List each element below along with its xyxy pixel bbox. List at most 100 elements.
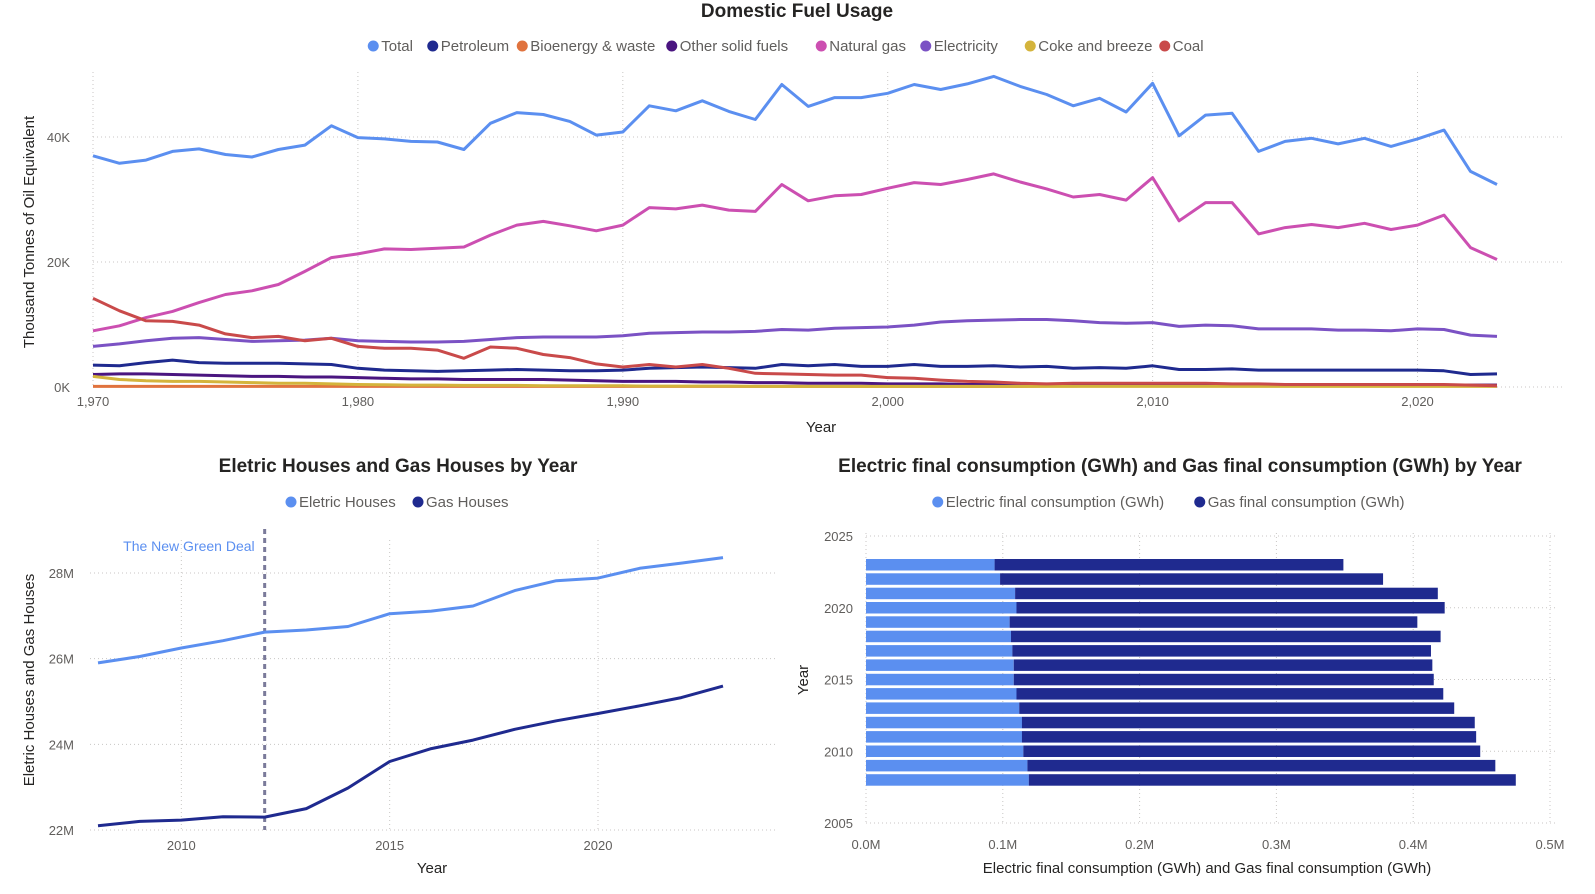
legend-label-electricity: Electricity xyxy=(934,38,999,55)
legend-label-coal: Coal xyxy=(1173,38,1204,55)
bar-electric-final-consumption-gwh-2013 xyxy=(866,702,1020,714)
bar-gas-final-consumption-gwh-2015 xyxy=(1013,673,1434,686)
chart-legend: Eletric Houses Gas Houses xyxy=(285,494,509,511)
legend-label-other-solid-fuels: Other solid fuels xyxy=(680,38,788,55)
bar-gas-final-consumption-gwh-2023 xyxy=(994,559,1344,571)
y-tick-label: 2025 xyxy=(824,529,853,544)
y-tick-label: 2005 xyxy=(824,816,853,831)
series-line-gas-houses xyxy=(97,684,724,828)
x-tick-label: 0.2M xyxy=(1125,837,1154,852)
y-tick-label: 20K xyxy=(47,255,70,270)
legend-marker-coke-and-breeze xyxy=(1024,40,1036,52)
bar-electric-final-consumption-gwh-2018 xyxy=(866,630,1011,643)
legend-label-total: Total xyxy=(381,38,413,55)
y-axis-title: Eletric Houses and Gas Houses xyxy=(21,574,38,787)
chart-legend: Electric final consumption (GWh) Gas fina… xyxy=(932,494,1405,511)
series-line-coal xyxy=(92,296,1498,388)
legend-marker-electric-final-consumption-gwh xyxy=(932,496,944,508)
legend-label-natural-gas: Natural gas xyxy=(829,38,906,55)
x-axis-title: Year xyxy=(417,860,447,877)
bar-gas-final-consumption-gwh-2010 xyxy=(1023,745,1481,757)
y-tick-label: 22M xyxy=(49,823,74,838)
x-tick-label: 1,990 xyxy=(607,394,640,409)
series-line-natural-gas xyxy=(92,172,1498,333)
chart-title: Electric final consumption (GWh) and Gas… xyxy=(838,456,1522,477)
legend-marker-other-solid-fuels xyxy=(666,40,678,52)
series-line-eletric-houses xyxy=(97,556,724,665)
y-axis-title: Thousand Tonnes of Oil Equivalent xyxy=(21,115,38,348)
bar-electric-final-consumption-gwh-2019 xyxy=(866,616,1010,628)
bar-electric-final-consumption-gwh-2010 xyxy=(866,745,1024,757)
legend-label-coke-and-breeze: Coke and breeze xyxy=(1038,38,1152,55)
x-tick-label: 2,000 xyxy=(871,394,904,409)
houses-chart: Eletric Houses and Gas Houses by Year El… xyxy=(21,456,778,877)
x-tick-label: 2,010 xyxy=(1136,394,1169,409)
bar-electric-final-consumption-gwh-2020 xyxy=(866,602,1017,614)
legend-marker-electricity xyxy=(920,40,932,52)
series-line-electricity xyxy=(92,318,1498,348)
bar-electric-final-consumption-gwh-2016 xyxy=(866,659,1014,671)
consumption-chart: Electric final consumption (GWh) and Gas… xyxy=(795,456,1565,877)
series-line-petroleum xyxy=(92,358,1498,376)
bar-electric-final-consumption-gwh-2017 xyxy=(866,645,1013,657)
bar-electric-final-consumption-gwh-2021 xyxy=(866,587,1016,600)
legend-label-electric-final-consumption-gwh: Electric final consumption (GWh) xyxy=(946,494,1164,511)
chart-title: Domestic Fuel Usage xyxy=(701,1,893,22)
bar-electric-final-consumption-gwh-2015 xyxy=(866,673,1014,686)
bar-electric-final-consumption-gwh-2008 xyxy=(866,774,1029,786)
bar-gas-final-consumption-gwh-2011 xyxy=(1021,731,1477,743)
bar-electric-final-consumption-gwh-2023 xyxy=(866,559,995,571)
bar-gas-final-consumption-gwh-2008 xyxy=(1028,774,1516,786)
legend-label-petroleum: Petroleum xyxy=(441,38,509,55)
legend-label-gas-houses: Gas Houses xyxy=(426,494,509,511)
bar-gas-final-consumption-gwh-2017 xyxy=(1012,645,1431,657)
legend-label-bioenergy-waste: Bioenergy & waste xyxy=(530,38,655,55)
bar-gas-final-consumption-gwh-2009 xyxy=(1027,759,1496,772)
x-tick-label: 0.5M xyxy=(1536,837,1565,852)
bar-electric-final-consumption-gwh-2009 xyxy=(866,759,1028,772)
bar-gas-final-consumption-gwh-2018 xyxy=(1011,630,1441,643)
y-tick-label: 2010 xyxy=(824,744,853,759)
bar-electric-final-consumption-gwh-2011 xyxy=(866,731,1022,743)
bar-gas-final-consumption-gwh-2014 xyxy=(1016,688,1444,700)
x-tick-label: 0.1M xyxy=(988,837,1017,852)
x-tick-label: 0.3M xyxy=(1262,837,1291,852)
legend-label-eletric-houses: Eletric Houses xyxy=(299,494,396,511)
series-line-total xyxy=(92,74,1498,186)
bar-electric-final-consumption-gwh-2014 xyxy=(866,688,1017,700)
legend-marker-gas-final-consumption-gwh xyxy=(1194,496,1206,508)
legend-marker-bioenergy-waste xyxy=(516,40,528,52)
bar-gas-final-consumption-gwh-2022 xyxy=(1000,573,1384,585)
legend-marker-total xyxy=(367,40,379,52)
bar-gas-final-consumption-gwh-2012 xyxy=(1021,716,1475,729)
y-tick-label: 28M xyxy=(49,566,74,581)
x-tick-label: 0.4M xyxy=(1399,837,1428,852)
y-tick-label: 0K xyxy=(54,380,70,395)
legend-marker-gas-houses xyxy=(412,496,424,508)
x-axis-title: Electric final consumption (GWh) and Gas… xyxy=(983,860,1432,877)
x-tick-label: 2,020 xyxy=(1401,394,1434,409)
chart-legend: Total Petroleum Bioenergy & waste Other sol… xyxy=(367,38,1204,55)
x-axis-title: Year xyxy=(806,419,836,436)
bar-gas-final-consumption-gwh-2013 xyxy=(1019,702,1455,714)
legend-label-gas-final-consumption-gwh: Gas final consumption (GWh) xyxy=(1208,494,1405,511)
bar-electric-final-consumption-gwh-2022 xyxy=(866,573,1001,585)
y-tick-label: 2020 xyxy=(824,601,853,616)
legend-marker-eletric-houses xyxy=(285,496,297,508)
reference-line-label: The New Green Deal xyxy=(123,538,255,554)
y-axis-title: Year xyxy=(795,665,812,695)
bar-gas-final-consumption-gwh-2021 xyxy=(1015,587,1438,600)
x-tick-label: 2020 xyxy=(584,838,613,853)
chart-title: Eletric Houses and Gas Houses by Year xyxy=(219,456,578,477)
bar-electric-final-consumption-gwh-2012 xyxy=(866,716,1022,729)
x-tick-label: 0.0M xyxy=(852,837,881,852)
bar-gas-final-consumption-gwh-2020 xyxy=(1016,602,1445,614)
y-tick-label: 26M xyxy=(49,652,74,667)
x-tick-label: 2015 xyxy=(375,838,404,853)
legend-marker-coal xyxy=(1159,40,1171,52)
y-tick-label: 24M xyxy=(49,737,74,752)
x-tick-label: 1,970 xyxy=(77,394,110,409)
series-line-coke-and-breeze xyxy=(92,374,1497,388)
y-tick-label: 2015 xyxy=(824,673,853,688)
x-tick-label: 2010 xyxy=(167,838,196,853)
